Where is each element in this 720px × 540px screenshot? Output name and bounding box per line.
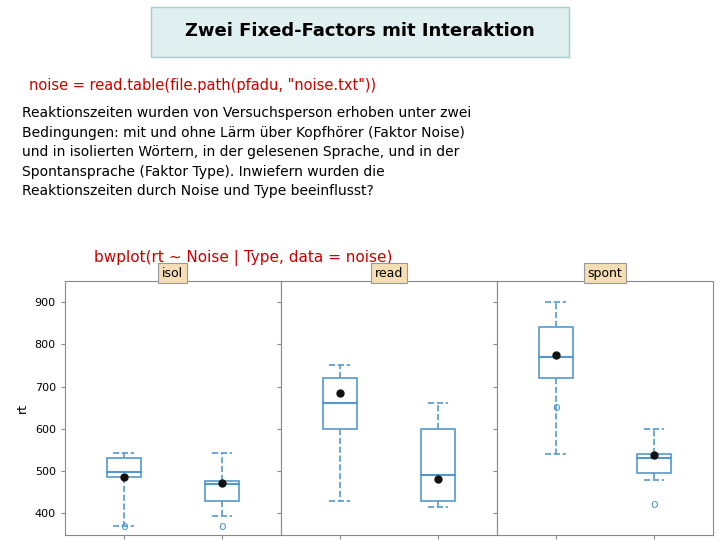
Bar [420,429,455,501]
Text: Zwei Fixed-Factors mit Interaktion: Zwei Fixed-Factors mit Interaktion [185,22,535,40]
Y-axis label: rt: rt [16,403,29,413]
Bar [323,378,357,429]
FancyBboxPatch shape [151,7,569,57]
Bar [204,481,239,501]
Title: spont: spont [588,267,622,280]
Text: o: o [650,498,657,511]
Text: Reaktionszeiten wurden von Versuchsperson erhoben unter zwei
Bedingungen: mit un: Reaktionszeiten wurden von Versuchsperso… [22,106,471,198]
Bar [636,454,671,473]
Title: isol: isol [162,267,184,280]
Text: o: o [120,519,127,532]
Bar [107,457,141,477]
Title: read: read [374,267,403,280]
Text: noise = read.table(file.path(pfadu, "noise.txt")): noise = read.table(file.path(pfadu, "noi… [29,78,376,93]
Bar [539,327,573,378]
Text: bwplot(rt ~ Noise | Type, data = noise): bwplot(rt ~ Noise | Type, data = noise) [94,251,392,266]
Text: o: o [218,519,225,532]
Text: o: o [552,401,559,414]
